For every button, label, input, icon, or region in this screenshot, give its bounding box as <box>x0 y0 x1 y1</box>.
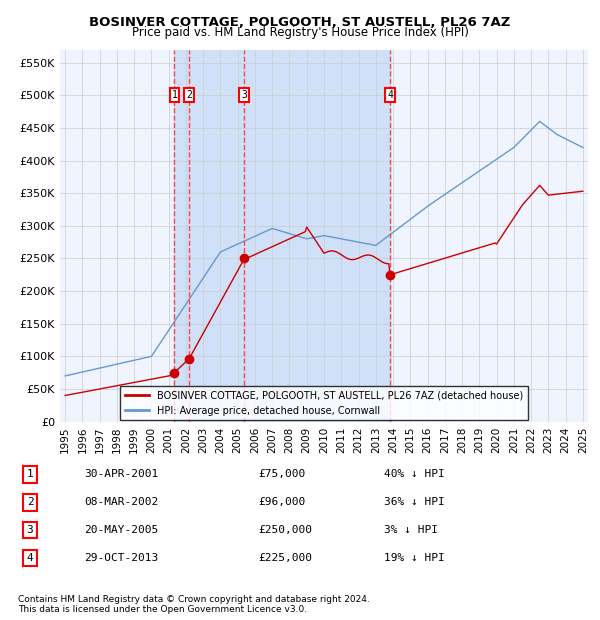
Text: 2: 2 <box>26 497 34 507</box>
Text: 19% ↓ HPI: 19% ↓ HPI <box>384 553 445 563</box>
Text: 1: 1 <box>26 469 34 479</box>
Text: 36% ↓ HPI: 36% ↓ HPI <box>384 497 445 507</box>
Text: 2: 2 <box>186 91 192 100</box>
Text: 3: 3 <box>26 525 34 535</box>
Text: £96,000: £96,000 <box>258 497 305 507</box>
Text: 29-OCT-2013: 29-OCT-2013 <box>84 553 158 563</box>
Text: This data is licensed under the Open Government Licence v3.0.: This data is licensed under the Open Gov… <box>18 604 307 614</box>
Text: 1: 1 <box>172 91 178 100</box>
Text: 40% ↓ HPI: 40% ↓ HPI <box>384 469 445 479</box>
Text: £225,000: £225,000 <box>258 553 312 563</box>
Text: £250,000: £250,000 <box>258 525 312 535</box>
Text: 20-MAY-2005: 20-MAY-2005 <box>84 525 158 535</box>
Text: Contains HM Land Registry data © Crown copyright and database right 2024.: Contains HM Land Registry data © Crown c… <box>18 595 370 604</box>
Legend: BOSINVER COTTAGE, POLGOOTH, ST AUSTELL, PL26 7AZ (detached house), HPI: Average : BOSINVER COTTAGE, POLGOOTH, ST AUSTELL, … <box>120 386 528 420</box>
Text: BOSINVER COTTAGE, POLGOOTH, ST AUSTELL, PL26 7AZ: BOSINVER COTTAGE, POLGOOTH, ST AUSTELL, … <box>89 16 511 29</box>
Text: 08-MAR-2002: 08-MAR-2002 <box>84 497 158 507</box>
Bar <box>175 50 390 422</box>
Text: 4: 4 <box>387 91 393 100</box>
Text: £75,000: £75,000 <box>258 469 305 479</box>
Text: 4: 4 <box>26 553 34 563</box>
Text: 3% ↓ HPI: 3% ↓ HPI <box>384 525 438 535</box>
Text: 30-APR-2001: 30-APR-2001 <box>84 469 158 479</box>
Text: 3: 3 <box>241 91 247 100</box>
Text: Price paid vs. HM Land Registry's House Price Index (HPI): Price paid vs. HM Land Registry's House … <box>131 26 469 39</box>
